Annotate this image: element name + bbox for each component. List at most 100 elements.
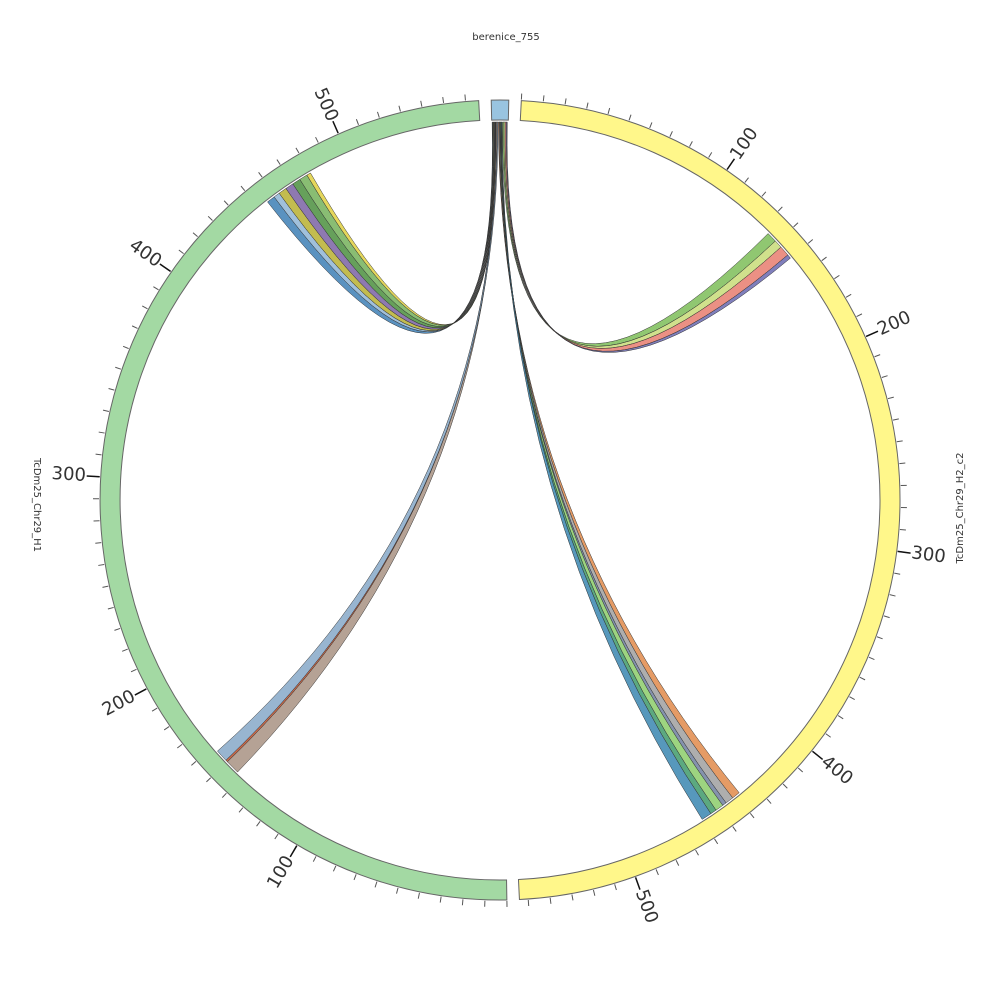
tick-label: 300 bbox=[51, 463, 87, 486]
minor-tick bbox=[883, 615, 890, 619]
minor-tick bbox=[238, 807, 244, 813]
minor-tick bbox=[95, 453, 102, 456]
tick-label: 500 bbox=[631, 887, 662, 926]
minor-tick bbox=[689, 141, 693, 147]
minor-tick bbox=[122, 345, 129, 350]
minor-tick bbox=[874, 354, 881, 358]
minor-tick bbox=[417, 892, 420, 899]
tick-label: 200 bbox=[874, 307, 914, 340]
minor-tick bbox=[732, 826, 737, 832]
minor-tick bbox=[592, 889, 596, 896]
link bbox=[502, 121, 776, 347]
minor-tick bbox=[206, 777, 212, 783]
segment bbox=[490, 99, 510, 121]
segment-label: TcDm25_Chr29_H1 bbox=[31, 457, 42, 552]
major-tick bbox=[897, 550, 911, 554]
minor-tick bbox=[355, 119, 359, 125]
minor-tick bbox=[151, 707, 158, 712]
minor-tick bbox=[176, 743, 183, 749]
minor-tick bbox=[141, 305, 148, 310]
tick-label: 300 bbox=[910, 542, 947, 567]
minor-tick bbox=[207, 215, 213, 221]
minor-tick bbox=[797, 767, 804, 773]
minor-tick bbox=[669, 131, 673, 137]
minor-tick bbox=[777, 206, 783, 212]
minor-tick bbox=[845, 293, 852, 298]
major-tick bbox=[289, 845, 298, 858]
minor-tick bbox=[837, 715, 844, 720]
segment bbox=[99, 100, 508, 901]
major-tick bbox=[134, 688, 147, 696]
minor-tick bbox=[821, 256, 827, 262]
minor-tick bbox=[107, 606, 114, 610]
minor-tick bbox=[807, 239, 814, 244]
minor-tick bbox=[749, 812, 755, 819]
minor-tick bbox=[102, 409, 110, 412]
tick-label: 400 bbox=[125, 235, 165, 272]
minor-tick bbox=[353, 874, 357, 881]
minor-tick bbox=[398, 105, 401, 112]
link bbox=[285, 121, 495, 330]
minor-tick bbox=[332, 865, 337, 872]
minor-tick bbox=[312, 856, 317, 862]
minor-tick bbox=[889, 594, 896, 597]
minor-tick bbox=[881, 375, 888, 379]
minor-tick bbox=[98, 431, 105, 434]
link bbox=[498, 121, 740, 799]
minor-tick bbox=[131, 325, 138, 329]
minor-tick bbox=[782, 783, 788, 789]
segment-label: TcDm25_Chr29_H2_c2 bbox=[955, 453, 966, 565]
minor-tick bbox=[868, 656, 875, 661]
tick-label: 400 bbox=[817, 751, 857, 789]
link bbox=[292, 121, 496, 329]
minor-tick bbox=[102, 585, 109, 588]
minor-tick bbox=[153, 286, 159, 291]
minor-tick bbox=[192, 232, 198, 238]
minor-tick bbox=[439, 896, 442, 903]
minor-tick bbox=[442, 96, 445, 104]
minor-tick bbox=[766, 798, 772, 804]
minor-tick bbox=[586, 102, 589, 109]
minor-tick bbox=[191, 761, 197, 766]
segment-label: berenice_755 bbox=[472, 32, 539, 43]
minor-tick bbox=[793, 222, 799, 228]
link bbox=[499, 121, 727, 806]
minor-tick bbox=[761, 191, 767, 197]
minor-tick bbox=[464, 94, 466, 101]
minor-tick bbox=[714, 838, 719, 845]
segment bbox=[517, 100, 901, 901]
minor-tick bbox=[695, 849, 699, 856]
minor-tick bbox=[315, 136, 319, 143]
minor-tick bbox=[571, 894, 574, 901]
minor-tick bbox=[564, 98, 567, 105]
major-tick bbox=[812, 750, 824, 761]
minor-tick bbox=[887, 396, 894, 400]
major-tick bbox=[726, 158, 736, 170]
link bbox=[226, 121, 498, 773]
minor-tick bbox=[121, 648, 128, 652]
minor-tick bbox=[892, 418, 899, 421]
minor-tick bbox=[542, 95, 545, 102]
minor-tick bbox=[276, 159, 281, 165]
links bbox=[217, 121, 791, 820]
minor-tick bbox=[258, 172, 263, 178]
minor-tick bbox=[607, 107, 611, 114]
ring: 100 200 300 400 500 100 200 300 400 500 bbox=[51, 85, 947, 927]
minor-tick bbox=[377, 111, 380, 118]
minor-tick bbox=[744, 177, 749, 183]
minor-tick bbox=[396, 887, 399, 894]
minor-tick bbox=[130, 668, 137, 673]
minor-tick bbox=[655, 869, 659, 876]
link bbox=[500, 121, 717, 815]
tick-label: 500 bbox=[310, 85, 343, 125]
tick-label: 100 bbox=[263, 852, 298, 892]
minor-tick bbox=[114, 627, 121, 631]
major-tick bbox=[159, 263, 171, 272]
minor-tick bbox=[240, 185, 246, 192]
minor-tick bbox=[876, 636, 883, 640]
tick-label: 200 bbox=[99, 686, 139, 721]
minor-tick bbox=[98, 563, 105, 566]
link bbox=[506, 121, 791, 353]
